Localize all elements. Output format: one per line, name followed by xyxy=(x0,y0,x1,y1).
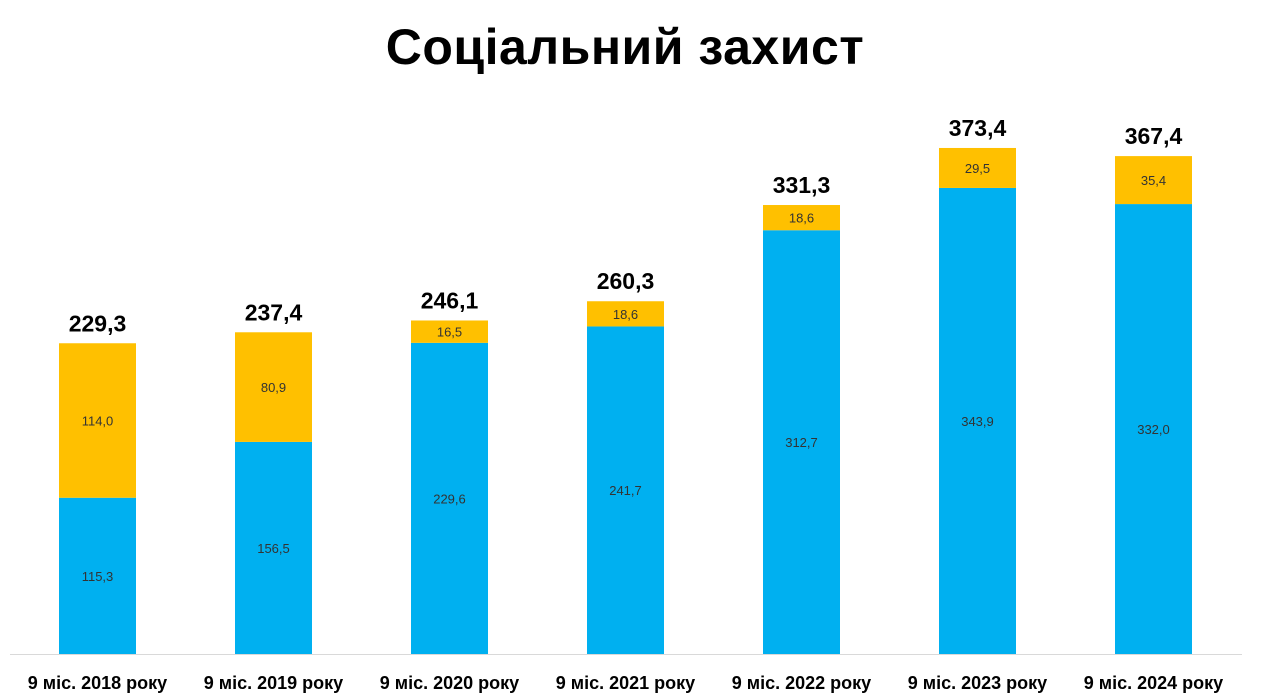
data-label-upper-6: 35,4 xyxy=(1141,173,1166,188)
total-label-3: 260,3 xyxy=(597,268,655,294)
data-label-upper-2: 16,5 xyxy=(437,325,462,340)
data-label-lower-4: 312,7 xyxy=(785,435,818,450)
data-label-upper-5: 29,5 xyxy=(965,161,990,176)
data-label-lower-5: 343,9 xyxy=(961,414,994,429)
total-label-5: 373,4 xyxy=(949,115,1007,141)
x-tick-label-2: 9 міс. 2020 року xyxy=(380,673,519,693)
x-tick-label-1: 9 міс. 2019 року xyxy=(204,673,343,693)
x-tick-label-4: 9 міс. 2022 року xyxy=(732,673,871,693)
total-label-4: 331,3 xyxy=(773,172,831,198)
bar-upper-3 xyxy=(587,301,664,327)
data-label-upper-0: 114,0 xyxy=(82,413,114,428)
data-label-upper-1: 80,9 xyxy=(261,380,286,395)
data-label-lower-1: 156,5 xyxy=(257,541,290,556)
data-label-lower-0: 115,3 xyxy=(82,569,114,584)
bar-upper-2 xyxy=(411,320,488,343)
total-label-1: 237,4 xyxy=(245,299,303,325)
bar-lower-2 xyxy=(411,342,488,654)
bar-upper-1 xyxy=(235,332,312,442)
data-label-lower-6: 332,0 xyxy=(1137,422,1170,437)
bar-lower-5 xyxy=(939,187,1016,654)
bar-upper-5 xyxy=(939,147,1016,188)
bar-upper-6 xyxy=(1115,156,1192,205)
data-label-lower-3: 241,7 xyxy=(609,483,642,498)
total-label-6: 367,4 xyxy=(1125,123,1183,149)
data-label-upper-3: 18,6 xyxy=(613,307,638,322)
data-label-lower-2: 229,6 xyxy=(433,491,466,506)
total-label-2: 246,1 xyxy=(421,287,479,313)
bar-upper-4 xyxy=(763,205,840,231)
bar-lower-4 xyxy=(763,230,840,655)
chart-title: Соціальний захист xyxy=(385,19,865,75)
bar-upper-0 xyxy=(59,343,136,498)
bar-lower-6 xyxy=(1115,204,1192,654)
x-tick-label-3: 9 міс. 2021 року xyxy=(556,673,695,693)
bar-lower-3 xyxy=(587,326,664,654)
x-tick-label-5: 9 міс. 2023 року xyxy=(908,673,1047,693)
x-tick-label-0: 9 міс. 2018 року xyxy=(28,673,167,693)
total-label-0: 229,3 xyxy=(69,310,127,336)
x-tick-label-6: 9 міс. 2024 року xyxy=(1084,673,1223,693)
bar-lower-1 xyxy=(235,441,312,654)
data-label-upper-4: 18,6 xyxy=(789,211,814,226)
bar-lower-0 xyxy=(59,497,136,654)
